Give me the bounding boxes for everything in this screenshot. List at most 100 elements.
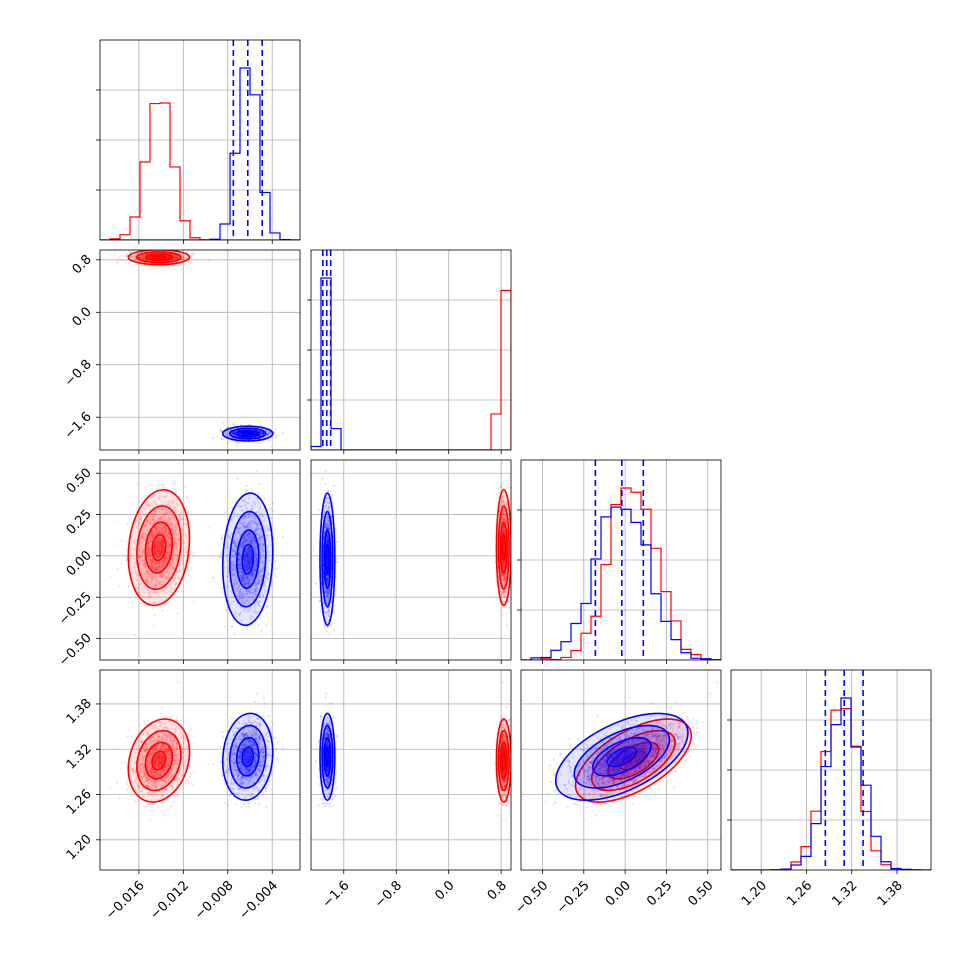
sample-point <box>234 432 237 435</box>
sample-point <box>118 585 121 588</box>
sample-point <box>155 567 158 570</box>
sample-point <box>245 432 249 435</box>
sample-point <box>274 575 278 578</box>
sample-point <box>145 581 148 584</box>
sample-point <box>173 544 176 547</box>
sample-point <box>142 594 145 597</box>
sample-point <box>137 523 140 526</box>
sample-point <box>140 257 143 260</box>
sample-point <box>165 540 168 543</box>
sample-point <box>177 256 180 259</box>
sample-point <box>175 254 178 258</box>
sample-point <box>137 520 140 523</box>
sample-point <box>231 433 235 436</box>
sample-point <box>223 625 227 628</box>
sample-point <box>219 429 222 432</box>
sample-point <box>223 432 227 435</box>
sample-point <box>148 255 151 258</box>
sample-point <box>141 258 144 261</box>
sample-point <box>221 438 224 441</box>
sample-point <box>230 432 234 435</box>
sample-point <box>125 252 128 256</box>
sample-point <box>148 255 152 259</box>
contour-line <box>221 425 274 442</box>
sample-point <box>142 562 145 565</box>
sample-point <box>150 537 153 540</box>
sample-point <box>262 431 265 434</box>
sample-point <box>243 432 246 435</box>
sample-point <box>141 257 144 260</box>
sample-point <box>160 544 164 547</box>
sample-point <box>149 559 152 562</box>
sample-point <box>166 560 169 563</box>
sample-point <box>149 523 153 526</box>
sample-point <box>175 582 178 585</box>
sample-point <box>172 577 175 580</box>
sample-point <box>159 545 162 548</box>
sample-point <box>147 255 150 259</box>
sample-point <box>253 433 256 436</box>
sample-point <box>254 432 257 435</box>
sample-point <box>227 440 230 443</box>
sample-point <box>269 432 272 435</box>
sample-point <box>134 255 137 258</box>
sample-point <box>266 432 269 436</box>
sample-point <box>150 536 154 539</box>
sample-point <box>162 580 165 583</box>
sample-point <box>258 430 261 433</box>
sample-point <box>148 536 151 540</box>
sample-point <box>183 257 186 260</box>
sample-point <box>274 428 277 431</box>
sample-point <box>181 256 184 259</box>
density-level <box>153 255 165 259</box>
contour-line <box>151 254 167 260</box>
sample-point <box>155 255 158 259</box>
sample-point <box>227 433 230 436</box>
sample-point <box>172 258 175 261</box>
sample-point <box>259 432 262 435</box>
sample-point <box>172 256 176 259</box>
histogram-series-0 <box>100 102 300 240</box>
sample-point <box>163 496 167 499</box>
sample-point <box>161 552 164 555</box>
sample-point <box>152 544 156 548</box>
sample-point <box>161 563 164 567</box>
sample-point <box>130 254 133 258</box>
sample-point <box>185 256 188 260</box>
sample-point <box>163 557 166 561</box>
sample-point <box>146 552 149 555</box>
sample-point <box>233 431 237 434</box>
sample-point <box>174 256 177 259</box>
sample-point <box>109 575 112 579</box>
sample-point <box>168 544 171 547</box>
sample-point <box>172 565 176 568</box>
sample-point <box>175 553 178 557</box>
sample-point <box>135 571 138 574</box>
sample-point <box>152 500 155 503</box>
sample-point <box>156 550 160 553</box>
sample-point <box>253 431 257 434</box>
sample-point <box>243 441 246 444</box>
sample-point <box>259 432 262 435</box>
sample-point <box>147 576 151 579</box>
sample-point <box>176 255 179 258</box>
sample-point <box>166 255 169 258</box>
sample-point <box>159 551 162 554</box>
sample-point <box>126 523 129 526</box>
sample-point <box>263 496 266 500</box>
sample-point <box>207 526 210 529</box>
sample-point <box>173 537 176 540</box>
sample-point <box>258 434 262 437</box>
sample-point <box>130 255 134 258</box>
sample-point <box>151 559 154 563</box>
sample-point <box>175 522 179 526</box>
sample-point <box>141 257 145 261</box>
sample-point <box>173 541 176 544</box>
sample-point <box>150 591 153 594</box>
panel-1-0: −1.6−0.80.00.8 <box>62 249 301 454</box>
sample-point <box>259 434 262 437</box>
sample-point <box>244 432 247 435</box>
sample-point <box>172 499 176 502</box>
sample-point <box>169 543 172 546</box>
sample-point <box>143 258 146 261</box>
